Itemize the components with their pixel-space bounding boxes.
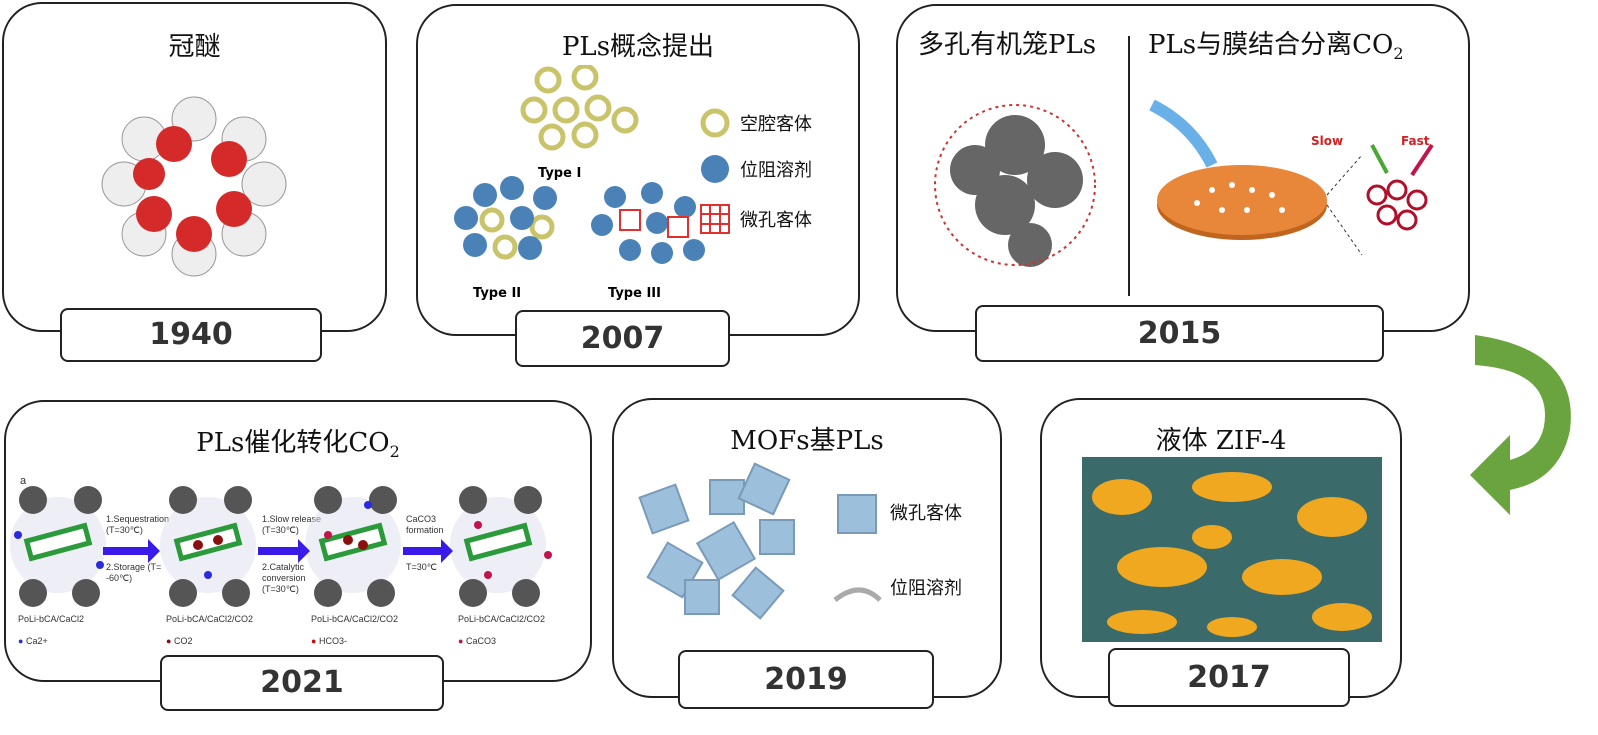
catalysis-scheme-image (10, 475, 552, 615)
year-label-1940: 1940 (60, 308, 322, 362)
panel-title: 液体 ZIF-4 (1155, 426, 1287, 456)
panel-pls-concept: PLs概念提出 Type I Type II Type III 空腔客体 位阻溶… (416, 4, 860, 336)
panel-title-right: PLs与膜结合分离CO2 (1148, 24, 1404, 63)
legend-text: HCO3- (318, 636, 347, 646)
state-label: PoLi-bCA/CaCl2/CO2 (166, 614, 254, 624)
legend-label: 位阻溶剂 (740, 160, 812, 181)
step-top: CaCO3 formation (406, 514, 444, 535)
legend-label: 位阻溶剂 (890, 578, 962, 599)
panel-title: PLs概念提出 (561, 32, 715, 62)
panel-letter: a (20, 475, 27, 487)
step-bottom: 2.Storage (T= -60℃) (106, 562, 162, 583)
curved-arrow-icon (1470, 335, 1571, 515)
legend-ca: ● Ca2+ (18, 636, 48, 646)
panel-crown-ether: 冠醚 (2, 2, 387, 332)
legend-label: 微孔客体 (740, 210, 812, 231)
type-label: Type I (538, 166, 582, 181)
porous-cage-molecule-image (934, 104, 1096, 267)
type-label: Type III (608, 286, 661, 301)
mof-pls-illustration (638, 462, 882, 620)
divider (1128, 36, 1130, 296)
panel-title: MOFs基PLs (730, 426, 884, 456)
legend-text: CaCO3 (465, 636, 496, 646)
state-label: PoLi-bCA/CaCl2 (18, 614, 85, 624)
year-label-2021: 2021 (160, 655, 444, 711)
membrane-illustration (1149, 99, 1434, 256)
legend-hco3: ● HCO3- (311, 636, 347, 646)
year-label-2015: 2015 (975, 305, 1384, 362)
zif4-structure-image (1082, 457, 1382, 642)
title-text: PLs与膜结合分离CO (1148, 30, 1394, 60)
title-subscript: 2 (1393, 44, 1404, 64)
legend-text: Ca2+ (25, 636, 48, 646)
year-label-2007: 2007 (515, 310, 730, 367)
legend-co2: ● CO2 (166, 636, 193, 646)
legend-label: 空腔客体 (740, 114, 812, 135)
state-label: PoLi-bCA/CaCl2/CO2 (458, 614, 546, 624)
legend-caco3: ● CaCO3 (458, 636, 496, 646)
step-top: 1.Slow release (T=30℃) (262, 514, 322, 535)
panel-title: 冠醚 (168, 32, 221, 62)
title-subscript: 2 (389, 442, 400, 462)
step-bottom: T=30℃ (406, 562, 437, 572)
slow-label: Slow (1311, 134, 1344, 148)
legend-label: 微孔客体 (890, 503, 962, 524)
year-label-2019: 2019 (678, 650, 934, 709)
step-bottom: 2.Catalytic conversion (T=30℃) (262, 562, 306, 594)
crown-ether-molecule-image (101, 96, 287, 277)
year-label-2017: 2017 (1108, 648, 1350, 707)
legend-text: CO2 (173, 636, 193, 646)
panel-title: PLs催化转化CO2 (6, 422, 590, 461)
type-label: Type II (473, 286, 522, 301)
panel-mof-pls: MOFs基PLs 微孔客体 位阻溶剂 (612, 398, 1002, 698)
state-label: PoLi-bCA/CaCl2/CO2 (311, 614, 399, 624)
title-text: PLs催化转化CO (196, 428, 390, 458)
step-top: 1.Sequestration (T=30℃) (106, 514, 170, 535)
pls-types-illustration (454, 65, 730, 264)
panel-title-left: 多孔有机笼PLs (918, 30, 1097, 60)
fast-label: Fast (1401, 134, 1430, 148)
